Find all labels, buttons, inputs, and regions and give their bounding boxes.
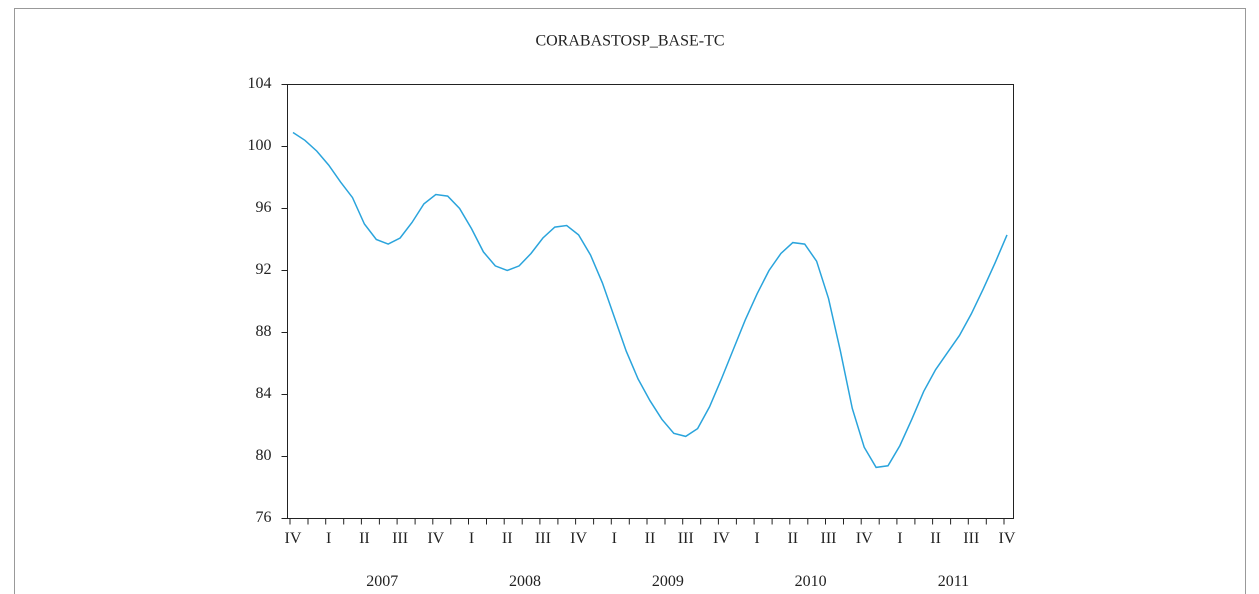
- x-group-label: 2009: [652, 573, 684, 590]
- line-series: [292, 131, 1008, 469]
- x-tick-label: I: [612, 530, 617, 547]
- x-tick-label: I: [469, 530, 474, 547]
- x-tick-label: IV: [713, 530, 730, 547]
- x-tick-label: II: [359, 530, 370, 547]
- x-tick-label: III: [821, 530, 837, 547]
- x-tick-label: IV: [570, 530, 587, 547]
- chart-title: CORABASTOSP_BASE-TC: [535, 33, 724, 50]
- x-group-label: 2008: [509, 573, 541, 590]
- y-tick-label: 104: [248, 75, 272, 92]
- x-tick-label: III: [535, 530, 551, 547]
- x-tick-label: III: [392, 530, 408, 547]
- y-tick-label: 92: [256, 261, 272, 278]
- x-tick-label: I: [754, 530, 759, 547]
- x-tick-label: II: [787, 530, 798, 547]
- x-tick-label: IV: [856, 530, 873, 547]
- x-tick-label: I: [897, 530, 902, 547]
- plot-area: [287, 84, 1014, 519]
- frame: [14, 8, 1246, 594]
- x-tick-label: I: [326, 530, 331, 547]
- x-tick-label: III: [678, 530, 694, 547]
- y-tick-label: 80: [256, 447, 272, 464]
- x-tick-label: IV: [427, 530, 444, 547]
- x-group-label: 2010: [795, 573, 827, 590]
- x-tick-label: IV: [285, 530, 302, 547]
- x-tick-label: IV: [999, 530, 1016, 547]
- y-tick-label: 96: [256, 199, 272, 216]
- x-tick-label: II: [930, 530, 941, 547]
- y-tick-label: 100: [248, 137, 272, 154]
- x-tick-label: II: [645, 530, 656, 547]
- x-group-label: 2007: [366, 573, 398, 590]
- x-tick-label: II: [502, 530, 513, 547]
- y-tick-label: 88: [256, 323, 272, 340]
- x-tick-label: III: [963, 530, 979, 547]
- x-group-label: 2011: [938, 573, 969, 590]
- y-tick-label: 84: [256, 385, 272, 402]
- y-tick-label: 76: [256, 509, 272, 526]
